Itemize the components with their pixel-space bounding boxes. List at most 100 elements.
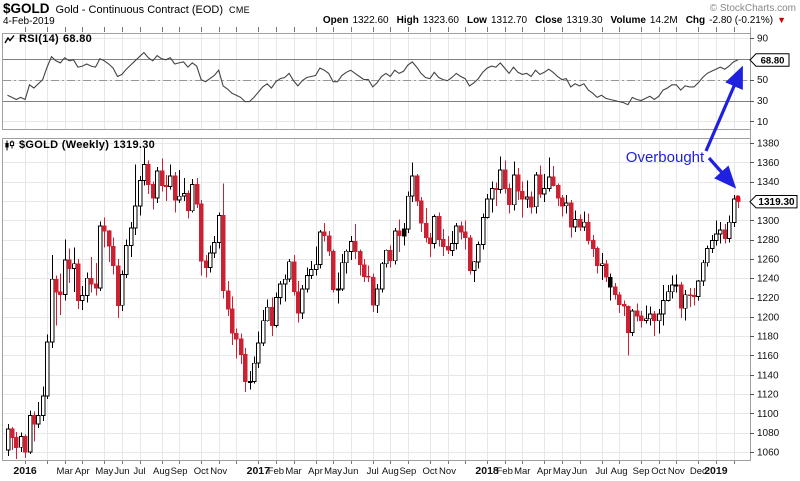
year-label: 2017 — [247, 465, 271, 477]
month-label: Jul — [133, 466, 145, 477]
candle — [622, 303, 627, 307]
candle — [512, 174, 517, 206]
candle — [111, 245, 116, 267]
price-tick-label: 1180 — [757, 332, 779, 343]
candle — [243, 354, 248, 382]
month-label: Nov — [439, 466, 456, 477]
candle — [340, 262, 345, 290]
candle — [661, 300, 666, 315]
candle — [160, 170, 165, 187]
candle — [595, 247, 600, 267]
candle — [551, 176, 556, 187]
rsi-panel-label: RSI(14) 68.80 — [4, 33, 92, 45]
candle — [67, 259, 72, 270]
candle — [54, 278, 59, 293]
candle — [393, 230, 398, 262]
candle — [327, 235, 332, 252]
candle — [428, 237, 433, 244]
candle — [146, 163, 151, 186]
month-label: Sep — [171, 466, 188, 477]
month-label: Oct — [651, 466, 666, 477]
candle — [547, 176, 552, 189]
candle — [230, 308, 235, 334]
price-tick-label: 1260 — [757, 254, 780, 265]
candle — [336, 288, 341, 291]
candle — [265, 306, 270, 322]
candle — [380, 263, 385, 290]
candle — [151, 184, 156, 199]
candle — [256, 342, 261, 364]
quote-value: 1322.60 — [352, 15, 389, 26]
quote-label: Close — [535, 15, 563, 26]
candle — [525, 196, 530, 200]
candle — [270, 306, 275, 326]
candle — [538, 174, 543, 195]
quote-label: High — [396, 15, 419, 26]
exchange-code: CME — [229, 5, 250, 15]
overbought-text: Overbought — [626, 149, 705, 166]
price-tick-label: 1060 — [757, 448, 780, 459]
candle — [292, 261, 297, 293]
candle — [129, 227, 134, 246]
candle — [670, 284, 675, 293]
candle — [388, 249, 393, 262]
candle — [688, 294, 693, 297]
candle — [705, 247, 710, 264]
candle — [314, 264, 319, 270]
candle — [186, 192, 191, 212]
candle — [648, 313, 653, 320]
overbought-annotation: Overbought — [626, 65, 743, 189]
candle — [305, 274, 310, 290]
price-tick-label: 1220 — [757, 293, 780, 304]
candle — [573, 218, 578, 228]
candle — [344, 250, 349, 264]
month-label: Apr — [75, 466, 90, 477]
quote-value: -2.80 (-0.21%) — [709, 15, 774, 26]
candle — [182, 192, 187, 197]
price-tick-label: 1340 — [757, 177, 780, 188]
candle — [626, 305, 631, 333]
candle — [63, 259, 68, 296]
copyright-notice: © StockCharts.com — [709, 3, 796, 14]
month-label: Feb — [497, 466, 513, 477]
candle — [208, 252, 213, 269]
candle — [520, 190, 525, 200]
month-label: Sep — [633, 466, 650, 477]
month-label: May — [553, 466, 571, 477]
candle — [604, 263, 609, 278]
candle — [6, 428, 11, 451]
price-tick-label: 1100 — [757, 409, 779, 420]
candle — [234, 332, 239, 340]
ticker-symbol: $GOLD — [3, 1, 50, 16]
candle — [652, 313, 657, 322]
candle — [278, 283, 283, 298]
candle — [168, 175, 173, 187]
candle — [666, 291, 671, 301]
candle — [437, 215, 442, 241]
candle — [164, 185, 169, 188]
candle — [481, 216, 486, 245]
candle — [534, 174, 539, 208]
candle — [569, 202, 574, 228]
month-label: Mar — [514, 466, 530, 477]
month-label: Aug — [153, 466, 170, 477]
candle — [80, 295, 85, 301]
arrow-to-candle — [707, 156, 737, 189]
month-label: Apr — [308, 466, 323, 477]
rsi-label-value: 68.80 — [63, 33, 93, 45]
right-axis: 90 50 30 10 1380 1360 1340 1300 1280 1260 1240 1220… — [750, 27, 780, 461]
candle — [98, 225, 103, 289]
candle — [476, 244, 481, 263]
candle — [657, 313, 662, 322]
current-price-dot — [735, 195, 741, 200]
candle — [358, 250, 363, 266]
candle — [41, 395, 46, 416]
candle — [459, 225, 464, 233]
candle — [613, 286, 618, 296]
month-label: Aug — [382, 466, 399, 477]
candle — [217, 215, 222, 243]
candle — [582, 221, 587, 228]
candle — [23, 436, 28, 453]
